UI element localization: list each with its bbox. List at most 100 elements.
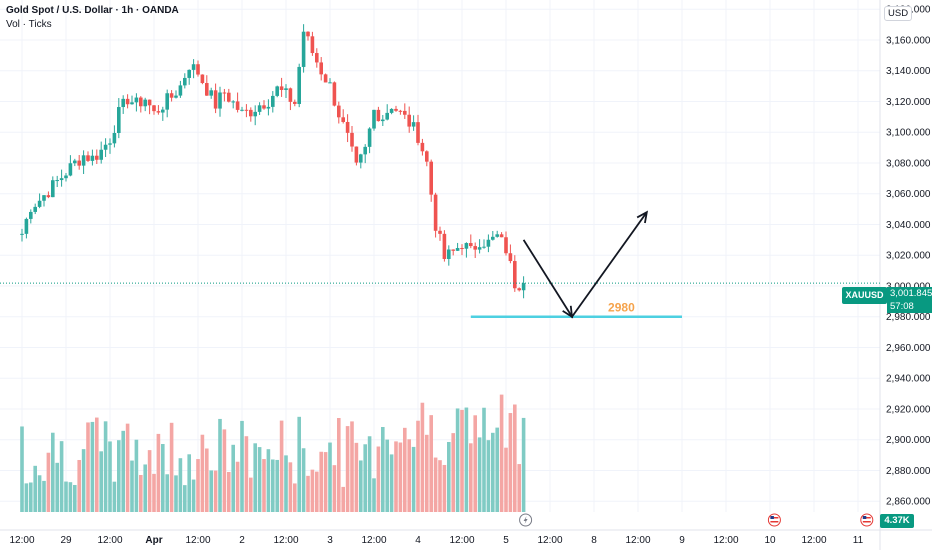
volume-bar — [385, 439, 389, 512]
x-tick-label: 12:00 — [273, 535, 298, 546]
volume-bar — [147, 450, 152, 512]
volume-bar — [319, 451, 323, 512]
volume-bar — [403, 427, 407, 512]
candle-body — [143, 99, 147, 107]
volume-bar — [46, 452, 51, 512]
projection-arrowhead-down — [562, 305, 574, 319]
volume-bar — [482, 407, 486, 512]
volume-bar — [367, 436, 372, 512]
volume-bar — [420, 402, 425, 512]
y-tick-label: 3,060.000 — [886, 189, 931, 200]
volume-bar — [297, 416, 301, 512]
volume-bar — [279, 420, 284, 512]
volume-bar — [29, 482, 33, 512]
volume-bar — [209, 470, 213, 512]
volume-bar — [117, 440, 121, 512]
candle-body — [301, 31, 306, 67]
volume-bar — [407, 439, 411, 512]
candle-body — [389, 108, 394, 113]
candle-body — [222, 92, 227, 94]
candle-body — [491, 236, 495, 240]
y-tick-label: 2,880.000 — [886, 466, 931, 477]
volume-bar — [130, 460, 134, 512]
x-tick-label: 8 — [591, 535, 597, 546]
volume-bar — [504, 447, 508, 512]
candle-body — [328, 82, 332, 84]
volume-bar — [425, 434, 429, 512]
volume-bar — [359, 460, 363, 512]
volume-bar — [473, 415, 477, 512]
x-tick-label: Apr — [145, 535, 162, 546]
candle-body — [103, 144, 108, 150]
candle-body — [262, 105, 266, 109]
candle-body — [86, 155, 90, 161]
volume-bar — [271, 459, 275, 512]
support-level-label: 2980 — [608, 301, 635, 315]
volume-bar — [398, 442, 403, 512]
candle-body — [288, 88, 293, 102]
volume-bar — [293, 483, 297, 512]
volume-bar — [455, 408, 460, 512]
candle-body — [310, 36, 315, 54]
candle-body — [231, 101, 235, 103]
candle-body — [24, 218, 29, 234]
volume-bar — [411, 446, 416, 512]
candle-body — [134, 97, 139, 103]
candle-body — [464, 243, 469, 249]
volume-bar — [174, 475, 178, 512]
volume-bar — [460, 409, 464, 512]
volume-bar — [266, 449, 271, 512]
volume-bar — [143, 464, 147, 512]
projection-arrowhead-up — [636, 210, 649, 224]
volume-bar — [95, 417, 99, 512]
candle-body — [29, 211, 33, 219]
volume-bar — [24, 483, 29, 512]
y-tick-label: 3,160.000 — [886, 35, 931, 46]
candle-body — [37, 200, 42, 207]
volume-bar — [513, 404, 517, 512]
volume-bar — [134, 439, 139, 512]
volume-bar — [394, 441, 398, 512]
us-flag-stripe — [770, 517, 779, 519]
candle-body — [68, 163, 73, 176]
us-flag-stripe — [770, 521, 779, 523]
volume-indicator-title[interactable]: Vol · Ticks — [6, 19, 52, 30]
candle-body — [354, 146, 359, 163]
candle-body — [473, 246, 477, 250]
volume-bar — [59, 441, 64, 512]
volume-bar — [196, 459, 200, 512]
us-flag-canton — [770, 516, 774, 519]
candle-body — [139, 97, 143, 107]
candle-body — [33, 206, 37, 212]
symbol-title[interactable]: Gold Spot / U.S. Dollar · 1h · OANDA — [6, 5, 179, 16]
volume-bar — [139, 474, 143, 512]
candle-body — [385, 112, 389, 120]
candle-body — [499, 234, 504, 238]
candle-body — [315, 53, 319, 63]
candle-body — [323, 74, 328, 83]
candle-body — [279, 86, 284, 90]
volume-bar — [213, 470, 218, 512]
candle-body — [191, 64, 196, 70]
volume-bar — [257, 447, 262, 512]
volume-bar — [350, 421, 354, 512]
candle-body — [394, 108, 398, 111]
candle-body — [90, 155, 95, 161]
candle-body — [508, 253, 513, 262]
candle-body — [275, 86, 279, 96]
y-tick-label: 2,900.000 — [886, 435, 931, 446]
volume-bar — [310, 469, 315, 512]
volume-bar — [376, 446, 381, 512]
volume-bar — [99, 451, 103, 512]
volume-bar — [178, 458, 183, 512]
candle-body — [372, 109, 376, 129]
candle-body — [253, 111, 257, 117]
candle-body — [425, 151, 429, 162]
x-tick-label: 12:00 — [361, 535, 386, 546]
currency-button[interactable]: USD — [884, 6, 913, 21]
volume-bar — [337, 418, 341, 512]
volume-bar — [249, 477, 253, 512]
volume-bar — [81, 449, 86, 512]
volume-value-label: 4.37K — [880, 514, 914, 528]
